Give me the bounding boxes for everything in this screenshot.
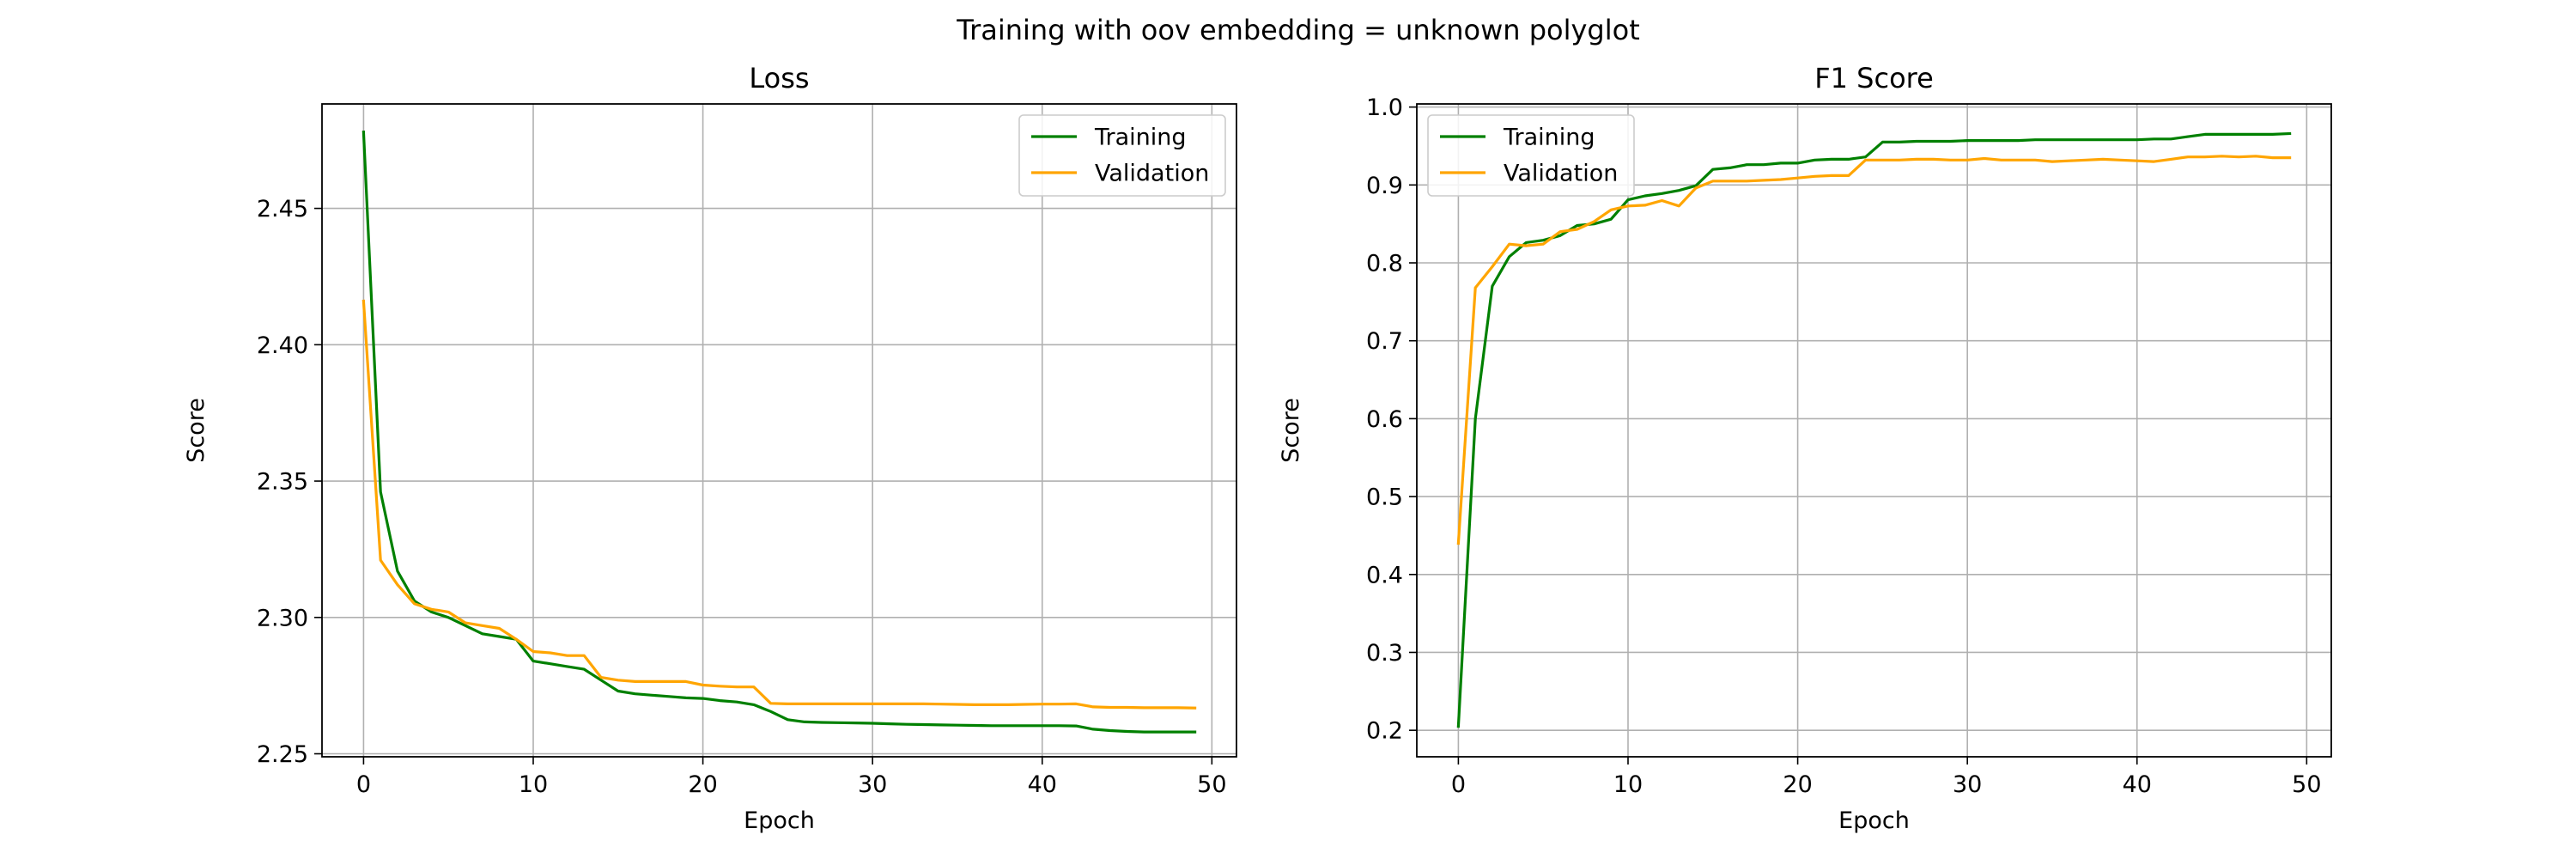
loss-grid [322,104,1236,757]
loss-series-training-line [361,131,1197,734]
loss-x-tick-label: 0 [356,771,371,798]
f1-series-training-line [1456,131,2292,728]
loss-y-tick-label: 2.25 [257,741,308,768]
loss-y-tick-label: 2.30 [257,605,308,631]
f1-series-validation-line [1456,155,2292,545]
loss-y-tick-label: 2.35 [257,469,308,496]
f1-x-axis-label: Epoch [1838,807,1910,834]
f1-legend-label-training: Training [1503,125,1595,151]
loss-x-axis-label: Epoch [744,807,815,834]
f1-y-tick-label: 0.7 [1366,328,1403,355]
f1-legend-label-validation: Validation [1504,161,1618,187]
f1-x-tick-label: 0 [1451,771,1466,798]
f1-x-tick-label: 10 [1613,771,1643,798]
loss-chart-title: Loss [749,62,809,94]
loss-chart-panel: 0 10 20 30 40 50 2.25 2.30 2.35 2.40 2.45 Loss Epo… [183,62,1237,834]
loss-y-tick-label: 2.40 [257,332,308,359]
f1-y-axis-label: Score [1278,398,1304,463]
loss-x-tick-label: 20 [688,771,717,798]
loss-y-tick-label: 2.45 [257,196,308,222]
loss-axes-frame [321,103,1237,758]
f1-y-tick-label: 0.4 [1366,562,1403,588]
f1-y-tick-label: 0.9 [1366,173,1403,199]
f1-x-tick-label: 30 [1953,771,1982,798]
loss-ticks: 0 10 20 30 40 50 2.25 2.30 2.35 2.40 2.45 [257,196,1227,798]
f1-y-tick-label: 0.8 [1366,251,1403,277]
f1-x-tick-label: 40 [2123,771,2152,798]
loss-x-tick-label: 10 [519,771,548,798]
f1-score-chart-panel: 0 10 20 30 40 50 0.2 0.3 0.4 0.5 0.6 0.7 0.8 0.9 1.0 F… [1278,62,2332,834]
figure-suptitle: Training with oov embedding = unknown po… [956,14,1640,46]
f1-legend: Training Validation [1427,114,1635,197]
f1-axes-frame [1416,103,2332,758]
f1-y-tick-label: 0.5 [1366,484,1403,511]
loss-legend-label-validation: Validation [1095,161,1209,187]
loss-legend: Training Validation [1018,114,1226,197]
f1-x-tick-label: 20 [1783,771,1812,798]
f1-plot-area [1456,131,2292,728]
f1-y-tick-label: 0.3 [1366,640,1403,667]
loss-x-tick-label: 40 [1028,771,1057,798]
f1-ticks: 0 10 20 30 40 50 0.2 0.3 0.4 0.5 0.6 0.7 0.8 0.9 1.0 [1366,94,2321,798]
loss-series-validation-line [361,299,1197,710]
f1-x-tick-label: 50 [2292,771,2321,798]
loss-y-axis-label: Score [183,398,210,463]
f1-grid [1417,104,2331,757]
f1-y-tick-label: 1.0 [1366,94,1403,121]
f1-y-tick-label: 0.6 [1366,406,1403,433]
loss-plot-area [361,131,1197,734]
loss-x-tick-label: 50 [1197,771,1226,798]
loss-x-tick-label: 30 [858,771,887,798]
loss-legend-label-training: Training [1094,125,1187,151]
f1-y-tick-label: 0.2 [1366,718,1403,745]
f1-chart-title: F1 Score [1814,62,1934,94]
